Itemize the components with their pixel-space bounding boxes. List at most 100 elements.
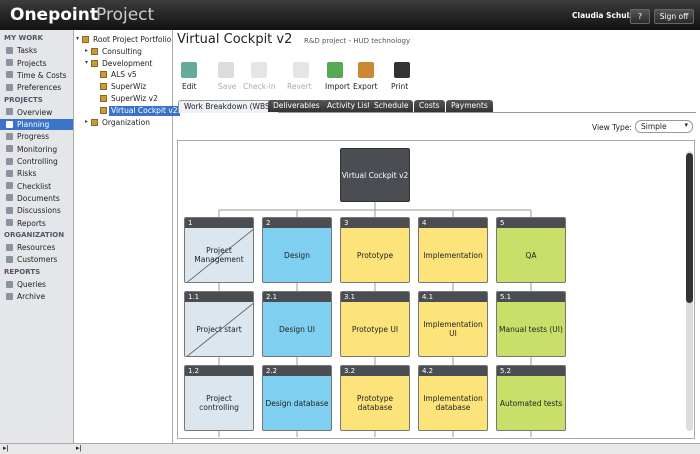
toolbar-button: Revert	[283, 60, 319, 92]
tree-item[interactable]: ALS v5	[94, 70, 172, 80]
tree-label: Development	[102, 58, 153, 68]
tree-label: Organization	[102, 117, 150, 127]
nav-item[interactable]: Overview	[0, 106, 73, 117]
nav-item[interactable]: Queries	[0, 279, 73, 290]
tree-item[interactable]: SuperWiz	[94, 82, 172, 92]
toolbar-label: Check-in	[243, 82, 276, 91]
tab[interactable]: Costs	[414, 100, 445, 112]
dropdown-arrow: ▾	[684, 121, 688, 129]
wbs-node[interactable]: 2 Design	[262, 217, 332, 283]
nav-item[interactable]: Resources	[0, 242, 73, 253]
tree-toggle: ▸	[85, 117, 89, 125]
nav-item[interactable]: Monitoring	[0, 143, 73, 154]
nav-item[interactable]: Reports	[0, 217, 73, 228]
toolbar-button: Save	[210, 60, 246, 92]
wbs-node-number: 1.1	[185, 292, 253, 302]
nav-item[interactable]: Tasks	[0, 45, 73, 56]
wbs-node[interactable]: 4.1 Implementation UI	[418, 291, 488, 357]
nav-item[interactable]: Customers	[0, 254, 73, 265]
signoff-button[interactable]: Sign off	[654, 9, 694, 24]
nav-item-label: Queries	[17, 280, 46, 289]
wbs-node[interactable]: 4 Implementation	[418, 217, 488, 283]
tree-item[interactable]: ▸ Organization	[85, 118, 172, 128]
wbs-node-label: Prototype database	[356, 394, 394, 412]
status-toggle[interactable]: ▸ǀ	[76, 444, 82, 452]
nav-item[interactable]: Checklist	[0, 180, 73, 191]
tab[interactable]: Deliverables	[268, 100, 325, 112]
nav-item-label: Customers	[17, 255, 58, 265]
wbs-node-number: 1.2	[185, 366, 253, 376]
nav-section-title: REPORTS	[4, 267, 41, 276]
nav-item-label: Monitoring	[17, 144, 58, 154]
nav-icon	[6, 59, 13, 67]
nav-item[interactable]: Preferences	[0, 82, 73, 93]
nav-item[interactable]: Documents	[0, 192, 73, 203]
wbs-node[interactable]: 3.1 Prototype UI	[340, 291, 410, 357]
wbs-node[interactable]: 5.1 Manual tests (UI)	[496, 291, 566, 357]
tree-item[interactable]: ▸ Consulting	[85, 47, 172, 57]
tree-item[interactable]: Virtual Cockpit v2	[94, 105, 180, 116]
wbs-node[interactable]: 3 Prototype	[340, 217, 410, 283]
tab-line	[176, 112, 696, 113]
nav-item[interactable]: Planning	[0, 118, 73, 130]
status-toggle[interactable]: ▸ǀ	[3, 444, 9, 452]
nav-item[interactable]: Controlling	[0, 156, 73, 167]
nav-item[interactable]: Archive	[0, 291, 73, 302]
scrollbar-thumb[interactable]	[686, 153, 693, 303]
nav-icon	[6, 132, 13, 140]
nav-icon	[6, 255, 13, 263]
nav-item-label: Tasks	[17, 46, 38, 56]
wbs-node[interactable]: 4.2 Implementation database	[418, 365, 488, 431]
nav-item-label: Resources	[17, 243, 56, 253]
nav-item[interactable]: Progress	[0, 131, 73, 142]
toolbar-button[interactable]: Import	[320, 60, 356, 92]
logo-suffix: Project	[96, 5, 155, 25]
wbs-node[interactable]: 2.2 Design database	[262, 365, 332, 431]
tree-label: Virtual Cockpit v2	[109, 105, 180, 116]
toolbar-label: Print	[391, 82, 409, 91]
wbs-node[interactable]: 5.2 Automated tests	[496, 365, 566, 431]
status-bar: ▸ǀ ▸ǀ	[0, 443, 700, 454]
nav-icon	[6, 46, 13, 54]
tree-item[interactable]: ▾ Development	[85, 59, 172, 69]
tree-toggle: ▸	[85, 46, 89, 54]
wbs-node-label: Design UI	[279, 324, 315, 334]
tree-icon	[100, 83, 107, 91]
nav-item-label: Reports	[17, 218, 46, 228]
nav-item[interactable]: Projects	[0, 57, 73, 68]
wbs-node[interactable]: 5 QA	[496, 217, 566, 283]
toolbar-icon	[394, 62, 410, 78]
toolbar-button[interactable]: Edit	[176, 60, 212, 92]
nav-item[interactable]: Time & Costs	[0, 69, 73, 80]
wbs-node-number: 5.1	[497, 292, 565, 302]
toolbar-label: Export	[353, 82, 378, 91]
toolbar-button[interactable]: Export	[353, 60, 389, 92]
toolbar-label: Save	[218, 82, 237, 91]
tab[interactable]: Payments	[446, 100, 493, 112]
tab[interactable]: Activity List	[322, 100, 376, 112]
toolbar-button: Check-in	[241, 60, 277, 92]
nav-item[interactable]: Risks	[0, 168, 73, 179]
wbs-node[interactable]: 1.1 Project start	[184, 291, 254, 357]
wbs-node[interactable]: 2.1 Design UI	[262, 291, 332, 357]
tree-item[interactable]: ▾ Root Project Portfolio	[76, 35, 172, 45]
tab[interactable]: Schedule	[369, 100, 414, 112]
nav-item[interactable]: Discussions	[0, 205, 73, 216]
page-title: Virtual Cockpit v2	[177, 32, 293, 47]
wbs-node[interactable]: 3.2 Prototype database	[340, 365, 410, 431]
toolbar-label: Revert	[287, 82, 312, 91]
wbs-node[interactable]: 1 Project Management	[184, 217, 254, 283]
wbs-node-number: 2.2	[263, 366, 331, 376]
wbs-root[interactable]: Virtual Cockpit v2	[340, 148, 410, 202]
toolbar-button[interactable]: Print	[387, 60, 423, 92]
view-type-select[interactable]: Simple ▾	[635, 120, 693, 133]
tree-item[interactable]: SuperWiz v2	[94, 94, 172, 104]
wbs-node[interactable]: 1.2 Project controlling	[184, 365, 254, 431]
wbs-node-label: Design database	[265, 398, 329, 408]
help-button[interactable]: ?	[630, 9, 650, 24]
view-type-value: Simple	[641, 122, 667, 131]
nav-section-title: MY WORK	[4, 34, 43, 42]
scrollbar-track	[686, 151, 693, 431]
wbs-node-label: QA	[525, 250, 537, 260]
